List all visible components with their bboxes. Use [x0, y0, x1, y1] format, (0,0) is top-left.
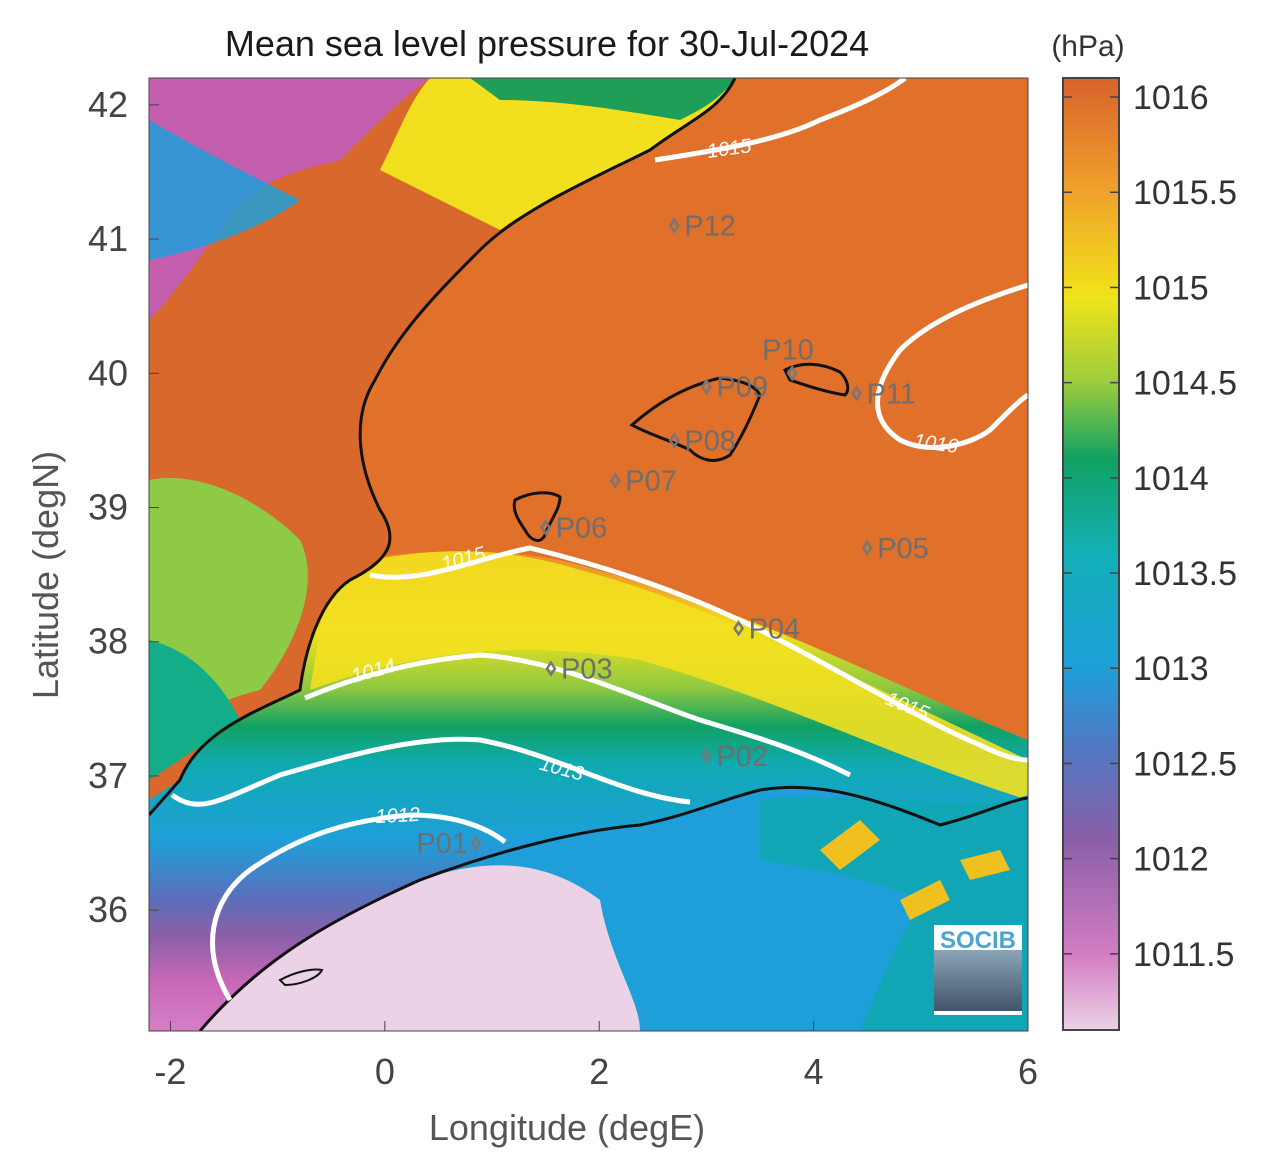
land-teal-south: [149, 640, 240, 780]
station-label: P11: [866, 378, 915, 410]
station-marker[interactable]: [540, 519, 552, 536]
station-marker[interactable]: [668, 217, 680, 234]
contour-1015-south: [369, 545, 1028, 763]
station-label: P04: [749, 613, 801, 645]
station-marker[interactable]: [700, 747, 712, 765]
station-marker[interactable]: [545, 660, 557, 677]
colorbar-tick-label: 1012: [1133, 841, 1209, 879]
x-tick-label: 6: [1018, 1051, 1038, 1092]
land-low-pressure: [149, 78, 430, 320]
iberian-coastline: [149, 78, 737, 816]
map-frame: [148, 77, 1029, 1032]
station-marker[interactable]: [470, 834, 482, 852]
contour-1016: [875, 282, 1028, 450]
x-tick-label: -2: [154, 1051, 186, 1092]
y-tick-label: 38: [88, 621, 128, 662]
station-label: P09: [716, 372, 768, 404]
colorbar-tick-label: 1011.5: [1133, 936, 1234, 974]
colorbar-units: (hPa): [1051, 30, 1124, 63]
y-tick-label: 37: [88, 755, 128, 796]
station-label: P07: [625, 466, 677, 498]
colorbar-tick-label: 1013: [1133, 650, 1209, 688]
station-label: P03: [561, 654, 613, 686]
socib-logo: SOCIB: [934, 925, 1022, 1015]
map-panel: 1015 1016 1015 1014 1015 1013 1012 P01P0…: [149, 78, 1028, 1031]
inland-lake: [278, 968, 324, 987]
y-tick-label: 41: [88, 218, 128, 259]
station-label: P08: [684, 425, 736, 457]
colorbar-tick-label: 1013.5: [1133, 555, 1237, 593]
colorbar-ticks: 1011.5 1012 1012.5 1013 1013.5 1014 1014.5 1015…: [1063, 79, 1237, 974]
y-axis-label: Latitude (degN): [25, 451, 66, 699]
station-label: P10: [762, 334, 814, 366]
contour-1013: [170, 736, 691, 807]
colorbar-tick-label: 1015: [1133, 269, 1209, 307]
station-marker[interactable]: [668, 432, 680, 449]
y-tick-label: 36: [88, 889, 128, 930]
contour-1014: [304, 652, 852, 778]
land-green-area: [470, 78, 735, 120]
station-label: P01: [416, 828, 468, 860]
african-coastline: [198, 785, 1028, 1031]
station-label: P12: [684, 211, 736, 243]
station-marker[interactable]: [700, 378, 712, 395]
ibiza: [512, 491, 562, 542]
africa-yellow-spots: [820, 820, 1010, 920]
station-marker[interactable]: [733, 620, 745, 637]
land-blue-area: [149, 120, 300, 260]
x-tick-label: 4: [804, 1051, 824, 1092]
x-axis: -2 0 2 4 6: [154, 1021, 1038, 1092]
colorbar-tick-label: 1015.5: [1133, 174, 1237, 212]
colorbar-tick-label: 1012.5: [1133, 745, 1237, 783]
station-marker[interactable]: [861, 539, 873, 557]
contour-1012: [210, 812, 507, 1002]
station-label: P02: [716, 741, 768, 773]
logo-text: SOCIB: [940, 927, 1016, 954]
colorbar: [1062, 77, 1120, 1031]
contour-1015-north: [654, 78, 907, 163]
land-yellow-area: [380, 78, 735, 230]
station-marker[interactable]: [850, 385, 862, 402]
transition-band: [310, 551, 1028, 800]
x-axis-label: Longitude (degE): [429, 1107, 705, 1148]
y-tick-label: 42: [88, 84, 128, 125]
x-tick-label: 0: [375, 1051, 395, 1092]
colorbar-tick-label: 1016: [1133, 79, 1209, 117]
map-title: Mean sea level pressure for 30-Jul-2024: [225, 23, 869, 64]
contour-label: 1012: [375, 804, 421, 828]
station-marker[interactable]: [786, 365, 798, 382]
station-label: P05: [877, 533, 929, 565]
y-tick-label: 40: [88, 352, 128, 393]
colorbar-tick-label: 1014.5: [1133, 365, 1237, 403]
y-axis: 36 37 38 39 40 41 42: [88, 84, 159, 930]
x-tick-label: 2: [589, 1051, 609, 1092]
menorca: [783, 362, 850, 397]
station-label: P06: [556, 513, 608, 545]
station-marker[interactable]: [609, 472, 621, 489]
colorbar-tick-label: 1014: [1133, 460, 1209, 498]
y-tick-label: 39: [88, 487, 128, 528]
logo-header: [934, 925, 1022, 950]
africa-low-pressure: [200, 865, 640, 1031]
mallorca: [629, 376, 762, 462]
